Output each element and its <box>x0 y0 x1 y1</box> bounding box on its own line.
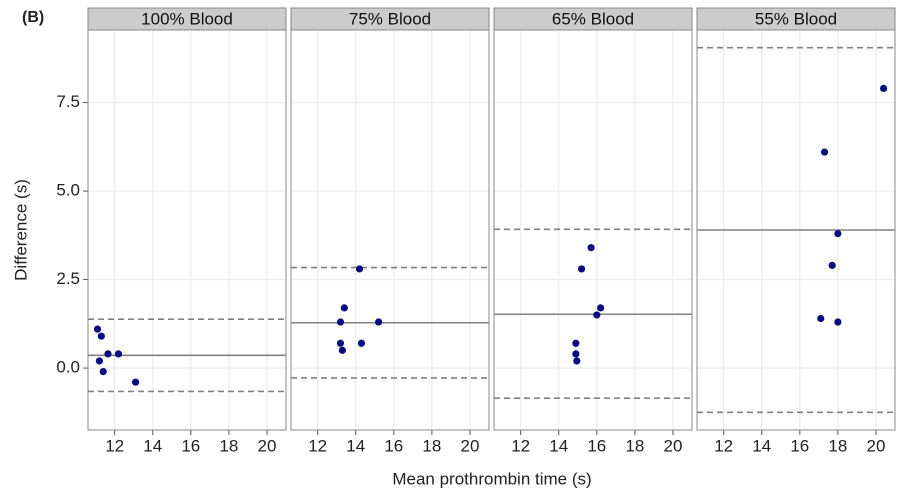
point <box>374 318 383 326</box>
point <box>99 367 107 376</box>
x-tick-label: 18 <box>828 436 847 455</box>
x-tick-label: 14 <box>549 436 568 455</box>
panel-background <box>291 30 489 430</box>
x-tick-label: 16 <box>384 436 403 455</box>
panel-border <box>696 29 896 431</box>
point <box>95 357 104 365</box>
panel-background <box>88 30 286 430</box>
x-tick-label: 12 <box>105 436 124 455</box>
panel-border <box>493 29 693 431</box>
y-tick-label: 0.0 <box>56 358 80 377</box>
y-tick-label: 7.5 <box>56 92 80 111</box>
point <box>572 350 580 358</box>
point <box>879 84 888 93</box>
x-tick-label: 18 <box>422 436 441 455</box>
strip-title: 65% Blood <box>552 9 634 28</box>
x-tick-label: 16 <box>587 436 606 455</box>
point <box>828 261 836 269</box>
point <box>587 244 595 252</box>
point <box>338 346 347 354</box>
x-tick-label: 12 <box>511 436 530 455</box>
x-tick-label: 20 <box>867 436 886 455</box>
panel-background <box>494 30 692 430</box>
x-tick-label: 14 <box>752 436 771 455</box>
point <box>577 265 586 273</box>
x-tick-label: 18 <box>625 436 644 455</box>
x-tick-label: 12 <box>714 436 733 455</box>
y-tick-label: 2.5 <box>56 269 80 288</box>
strip-title: 55% Blood <box>755 9 837 28</box>
x-tick-label: 18 <box>219 436 238 455</box>
x-tick-label: 14 <box>346 436 365 455</box>
point <box>114 350 123 358</box>
point <box>593 311 601 319</box>
point <box>573 357 581 365</box>
point <box>597 304 605 312</box>
point <box>820 148 829 156</box>
point <box>834 229 842 238</box>
x-tick-label: 14 <box>143 436 162 455</box>
panel-border <box>290 29 490 431</box>
x-tick-label: 16 <box>181 436 200 455</box>
point <box>104 350 112 358</box>
x-axis-label: Mean prothrombin time (s) <box>392 469 591 488</box>
y-tick-label: 5.0 <box>56 181 80 200</box>
point <box>817 314 825 323</box>
x-tick-label: 20 <box>258 436 277 455</box>
strip-title: 75% Blood <box>349 9 431 28</box>
point <box>336 318 345 326</box>
point <box>355 265 364 273</box>
panel-border <box>87 29 287 431</box>
point <box>572 339 580 347</box>
point <box>93 325 102 333</box>
y-axis-label: Difference (s) <box>11 179 30 281</box>
point <box>340 304 348 312</box>
x-tick-label: 16 <box>790 436 809 455</box>
point <box>97 332 105 340</box>
point <box>131 378 140 386</box>
point <box>357 339 366 347</box>
strip-title: 100% Blood <box>141 9 233 28</box>
x-tick-label: 20 <box>664 436 683 455</box>
point <box>336 339 345 347</box>
panel-label: (B) <box>22 9 44 26</box>
x-tick-label: 20 <box>461 436 480 455</box>
point <box>834 318 842 326</box>
x-tick-label: 12 <box>308 436 327 455</box>
